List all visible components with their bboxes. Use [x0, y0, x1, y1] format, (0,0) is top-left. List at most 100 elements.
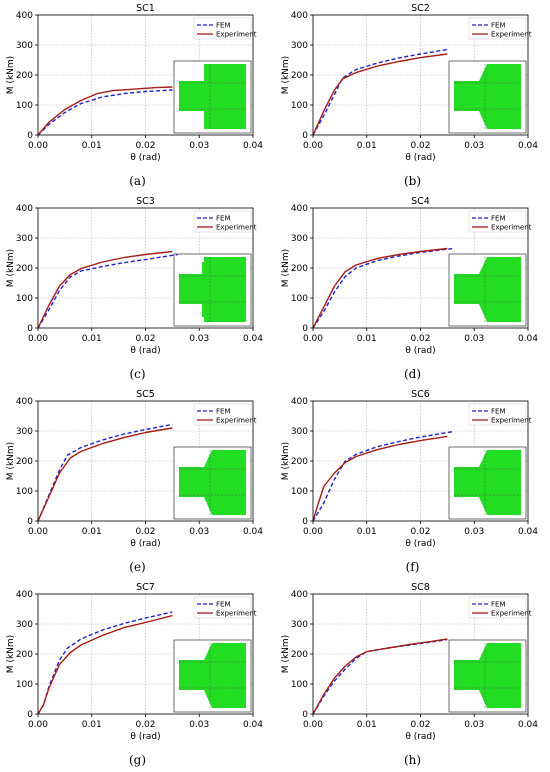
chart-svg: 0.00 0.01 0.02 0.03 0.04 0 100 200 300 400 SC2 θ (r…: [281, 3, 538, 163]
series-line-fem: [37, 253, 178, 329]
series-line-experiment: [312, 435, 448, 522]
chart-panel-sc2: 0.00 0.01 0.02 0.03 0.04 0 100 200 300 400 SC2 θ (r…: [275, 0, 550, 193]
specimen-column: [204, 64, 246, 129]
specimen-beam: [454, 81, 480, 111]
specimen-column: [204, 257, 246, 322]
y-axis-label: M (kNm): [6, 442, 16, 480]
y-tick-label: 200: [291, 457, 308, 467]
panel-caption: (g): [128, 753, 147, 767]
legend-label-fem: FEM: [216, 601, 231, 609]
y-tick-label: 0: [27, 324, 33, 334]
y-tick-label: 400: [291, 590, 308, 600]
x-tick-label: 0.02: [135, 720, 155, 730]
x-tick-label: 0.04: [243, 334, 263, 344]
specimen-beam: [454, 660, 480, 690]
y-tick-label: 200: [16, 71, 33, 81]
specimen-plate: [202, 262, 206, 317]
y-axis-label: M (kNm): [281, 442, 291, 480]
series-line-fem: [312, 247, 453, 329]
specimen-column: [204, 450, 246, 515]
panel-caption: (f): [405, 560, 420, 574]
y-axis-label: M (kNm): [6, 56, 16, 94]
series-line-experiment: [312, 638, 448, 715]
y-tick-label: 200: [291, 71, 308, 81]
chart-svg: 0.00 0.01 0.02 0.03 0.04 0 100 200 300 400 SC7 θ (r…: [6, 582, 263, 742]
panel-caption: (c): [129, 367, 146, 381]
x-tick-label: 0.01: [82, 334, 102, 344]
specimen-column: [479, 257, 521, 322]
y-axis-label: M (kNm): [281, 635, 291, 673]
x-tick-label: 0.02: [135, 334, 155, 344]
y-tick-label: 300: [16, 234, 33, 244]
x-tick-label: 0.03: [464, 334, 484, 344]
specimen-beam: [179, 467, 205, 497]
chart-title: SC2: [411, 3, 430, 14]
x-tick-label: 0.04: [243, 527, 263, 537]
x-tick-label: 0.01: [82, 527, 102, 537]
series-line-experiment: [312, 53, 448, 136]
chart-panel-sc8: 0.00 0.01 0.02 0.03 0.04 0 100 200 300 400 SC8 θ (r…: [275, 579, 550, 772]
y-tick-label: 400: [16, 11, 33, 21]
legend-label-fem: FEM: [216, 408, 231, 416]
x-tick-label: 0.03: [464, 527, 484, 537]
x-tick-label: 0.00: [303, 720, 323, 730]
legend-label-experiment: Experiment: [491, 224, 532, 232]
x-tick-label: 0.04: [243, 720, 263, 730]
legend-label-experiment: Experiment: [491, 610, 532, 618]
x-tick-label: 0.02: [135, 527, 155, 537]
series-line-experiment: [37, 86, 173, 136]
x-tick-label: 0.00: [303, 334, 323, 344]
y-tick-label: 300: [291, 41, 308, 51]
x-axis-label: θ (rad): [405, 346, 435, 356]
y-tick-label: 0: [302, 131, 308, 141]
x-tick-label: 0.02: [410, 720, 430, 730]
y-tick-label: 100: [291, 101, 308, 111]
x-tick-label: 0.00: [28, 527, 48, 537]
series-line-fem: [312, 48, 448, 136]
x-tick-label: 0.01: [357, 527, 377, 537]
x-tick-label: 0.02: [410, 141, 430, 151]
y-tick-label: 400: [16, 204, 33, 214]
specimen-beam: [179, 81, 205, 111]
y-tick-label: 0: [27, 131, 33, 141]
y-tick-label: 100: [291, 680, 308, 690]
legend-label-fem: FEM: [491, 215, 506, 223]
legend-label-experiment: Experiment: [491, 417, 532, 425]
specimen-column: [479, 450, 521, 515]
x-axis-label: θ (rad): [130, 346, 160, 356]
chart-title: SC3: [136, 196, 155, 207]
chart-title: SC4: [411, 196, 430, 207]
panel-caption: (d): [403, 367, 422, 381]
chart-title: SC5: [136, 389, 155, 400]
chart-panel-sc6: 0.00 0.01 0.02 0.03 0.04 0 100 200 300 400 SC6 θ (r…: [275, 386, 550, 579]
specimen-beam: [454, 467, 480, 497]
legend-label-fem: FEM: [216, 22, 231, 30]
y-tick-label: 400: [291, 397, 308, 407]
x-tick-label: 0.03: [189, 527, 209, 537]
legend-label-fem: FEM: [491, 22, 506, 30]
x-tick-label: 0.01: [82, 720, 102, 730]
chart-panel-sc4: 0.00 0.01 0.02 0.03 0.04 0 100 200 300 400 SC4 θ (r…: [275, 193, 550, 386]
series-line-experiment: [37, 614, 173, 715]
x-axis-label: θ (rad): [130, 153, 160, 163]
legend-label-experiment: Experiment: [491, 31, 532, 39]
series-line-fem: [37, 89, 173, 136]
specimen-beam: [179, 274, 205, 304]
y-tick-label: 300: [291, 234, 308, 244]
y-tick-label: 300: [16, 620, 33, 630]
x-tick-label: 0.03: [189, 720, 209, 730]
x-tick-label: 0.01: [357, 141, 377, 151]
y-tick-label: 100: [291, 294, 308, 304]
y-tick-label: 0: [302, 710, 308, 720]
series-line-fem: [312, 638, 448, 715]
y-tick-label: 0: [27, 517, 33, 527]
x-tick-label: 0.00: [28, 720, 48, 730]
x-tick-label: 0.04: [518, 334, 538, 344]
legend-label-fem: FEM: [491, 408, 506, 416]
y-tick-label: 100: [16, 294, 33, 304]
chart-title: SC8: [411, 582, 430, 593]
series-line-experiment: [312, 247, 448, 329]
specimen-column: [479, 64, 521, 129]
x-tick-label: 0.04: [518, 720, 538, 730]
y-tick-label: 400: [16, 397, 33, 407]
